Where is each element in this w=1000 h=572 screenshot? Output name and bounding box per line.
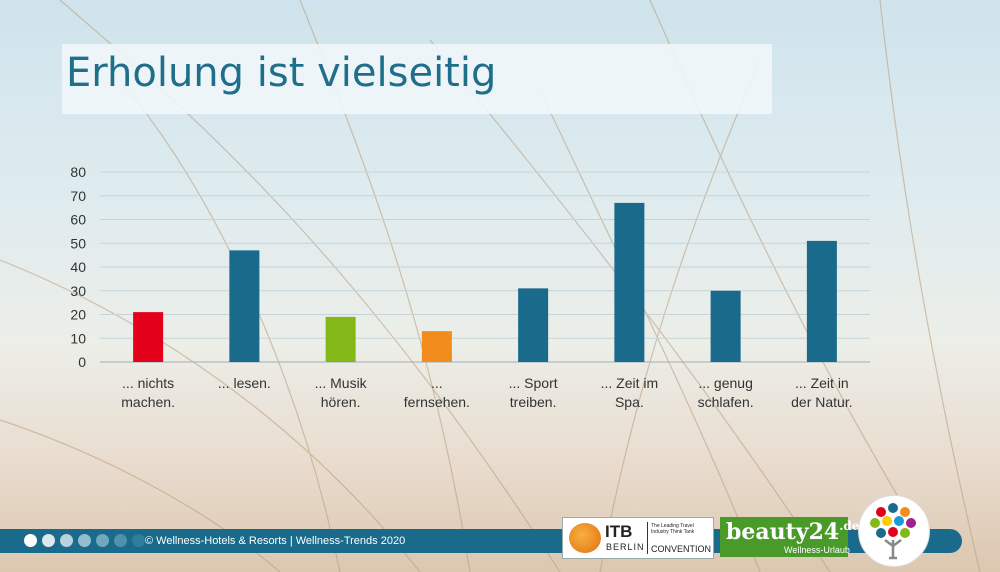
- globe-icon: [569, 523, 601, 553]
- footer-dot: [96, 534, 109, 547]
- y-tick-label: 20: [70, 307, 86, 323]
- x-tick-label: ... lesen.: [218, 375, 271, 391]
- x-tick-label: ... Zeit im: [601, 375, 659, 391]
- wellness-hotels-tree-logo: [858, 495, 930, 567]
- footer-dot: [60, 534, 73, 547]
- y-tick-label: 30: [70, 283, 86, 299]
- y-tick-label: 10: [70, 330, 86, 346]
- itb-divider: [647, 522, 648, 554]
- footer-dot: [42, 534, 55, 547]
- x-tick-label: der Natur.: [791, 394, 852, 410]
- footer-dot: [24, 534, 37, 547]
- x-tick-label: treiben.: [510, 394, 557, 410]
- title-background: [62, 44, 772, 114]
- itb-convention: CONVENTION: [651, 544, 712, 554]
- bar: [806, 240, 837, 362]
- bar: [421, 331, 452, 362]
- itb-tagline: The Leading Travel Industry Think Tank: [651, 523, 695, 535]
- x-tick-label: fernsehen.: [404, 394, 470, 410]
- bar: [518, 288, 549, 362]
- x-tick-label: hören.: [321, 394, 361, 410]
- bar: [229, 250, 260, 362]
- footer-dot: [132, 534, 145, 547]
- bar: [710, 290, 741, 362]
- y-tick-label: 60: [70, 212, 86, 228]
- footer-dot: [78, 534, 91, 547]
- x-tick-label: ... Zeit in: [795, 375, 849, 391]
- x-tick-label: ... Musik: [315, 375, 368, 391]
- bar: [614, 202, 645, 362]
- itb-berlin-logo: ITB BERLIN The Leading Travel Industry T…: [562, 517, 714, 559]
- x-tick-label: ...: [431, 375, 443, 391]
- y-tick-label: 0: [78, 354, 86, 370]
- y-tick-label: 80: [70, 164, 86, 180]
- y-tick-label: 40: [70, 259, 86, 275]
- bar: [133, 312, 164, 362]
- itb-city: BERLIN: [606, 542, 645, 552]
- footer-dot: [114, 534, 127, 547]
- y-tick-label: 50: [70, 235, 86, 251]
- x-tick-label: ... genug: [698, 375, 753, 391]
- y-tick-label: 70: [70, 188, 86, 204]
- beauty24-subtitle: Wellness-Urlaub: [784, 545, 850, 555]
- x-tick-label: ... nichts: [122, 375, 174, 391]
- copyright-text: © Wellness-Hotels & Resorts | Wellness-T…: [145, 535, 406, 547]
- x-tick-label: machen.: [121, 394, 175, 410]
- itb-name: ITB: [605, 522, 633, 541]
- bar: [325, 316, 356, 362]
- x-tick-label: Spa.: [615, 394, 644, 410]
- tree-icon: [870, 503, 916, 560]
- x-tick-label: schlafen.: [698, 394, 754, 410]
- beauty24-name: beauty24.de: [726, 519, 860, 545]
- beauty24-logo: beauty24.de Wellness-Urlaub: [720, 517, 859, 557]
- x-tick-label: ... Sport: [509, 375, 558, 391]
- slide-title: Erholung ist vielseitig: [66, 50, 497, 96]
